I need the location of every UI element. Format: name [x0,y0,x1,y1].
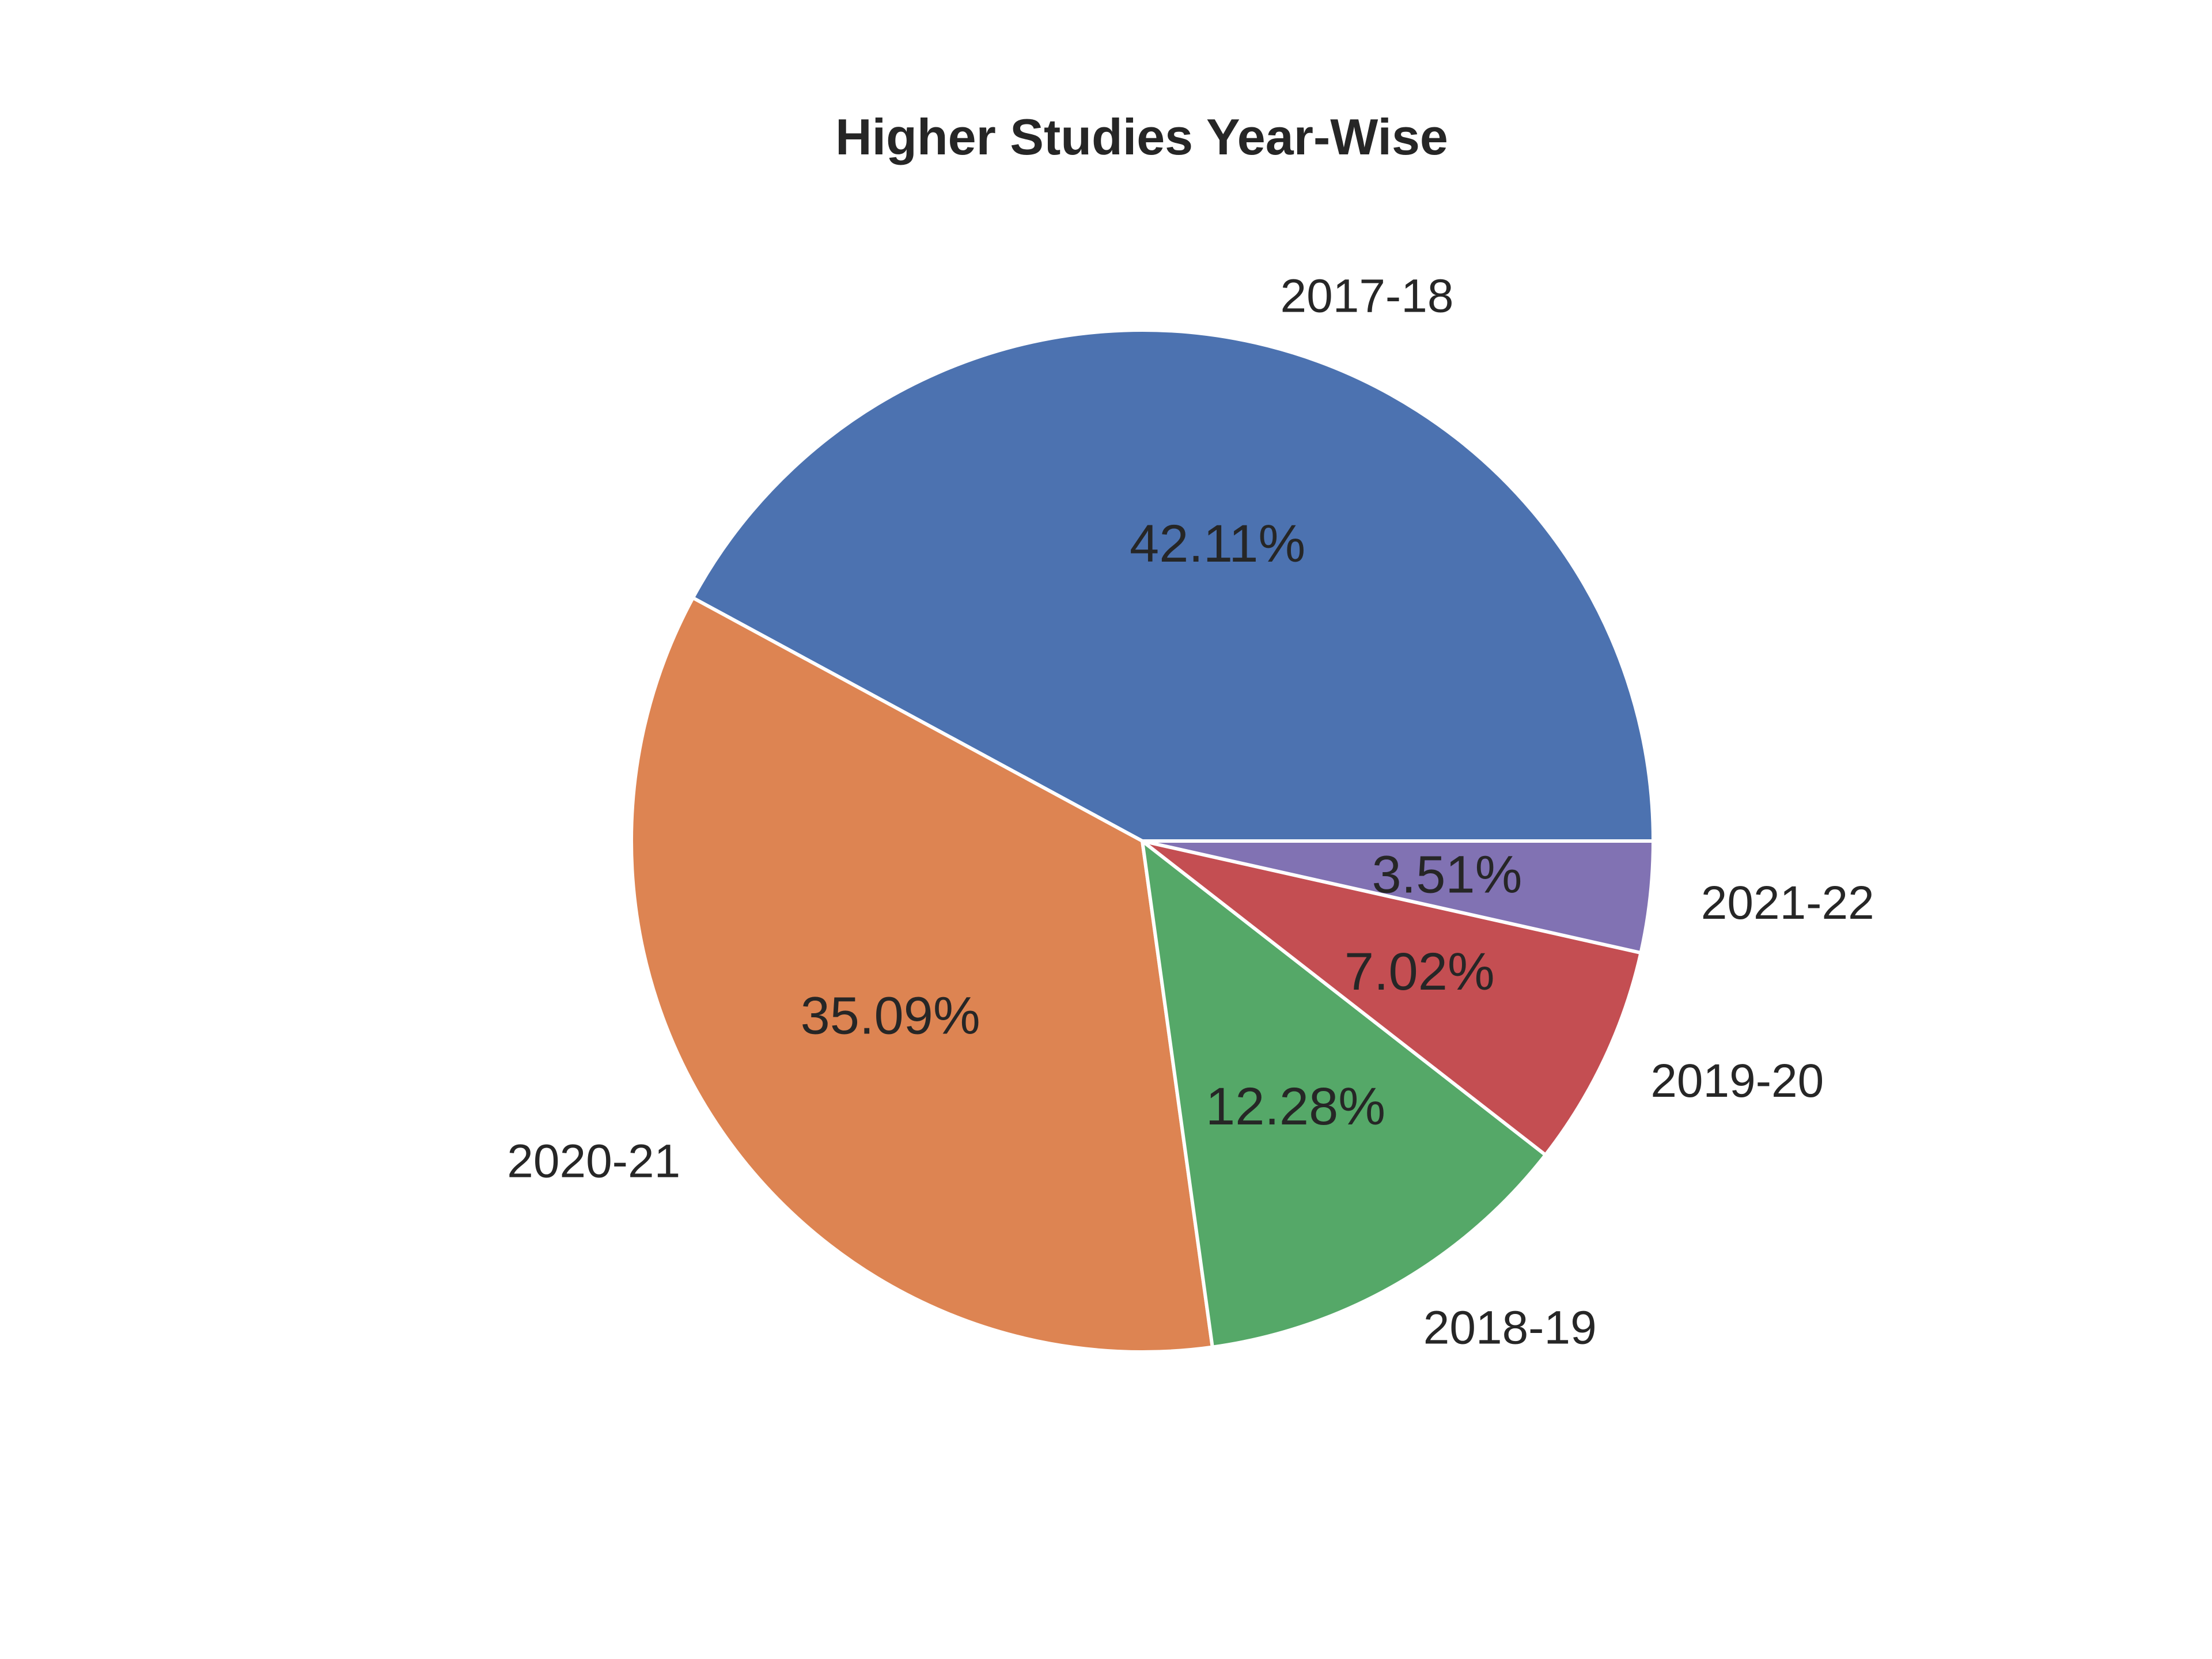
pie-slice-2018-19 [1141,839,1547,1349]
pie-labels: 2017-18 42.11% 2020-21 35.09% 2018-19 12.28% 2… [507,270,1874,1354]
slice-label-2018-19: 2018-19 [1423,1302,1597,1354]
slice-percent-2019-20: 7.02% [1344,942,1495,1001]
slice-label-2020-21: 2020-21 [507,1135,680,1187]
slice-percent-2021-22: 3.51% [1372,846,1522,904]
slice-percent-2017-18: 42.11% [1130,514,1305,573]
pie-slices [630,328,1655,1354]
slice-label-2019-20: 2019-20 [1650,1055,1824,1107]
slice-percent-2018-19: 12.28% [1206,1077,1385,1136]
pie-slice-2017-18 [691,328,1655,843]
pie-slice-2021-22 [1141,839,1655,955]
pie-slice-2019-20 [1141,839,1643,1157]
slice-percent-2020-21: 35.09% [801,986,980,1045]
pie-slice-2020-21 [630,596,1214,1354]
chart-title: Higher Studies Year-Wise [835,108,1448,165]
slice-label-2017-18: 2017-18 [1281,270,1454,323]
slice-label-2021-22: 2021-22 [1701,877,1874,929]
